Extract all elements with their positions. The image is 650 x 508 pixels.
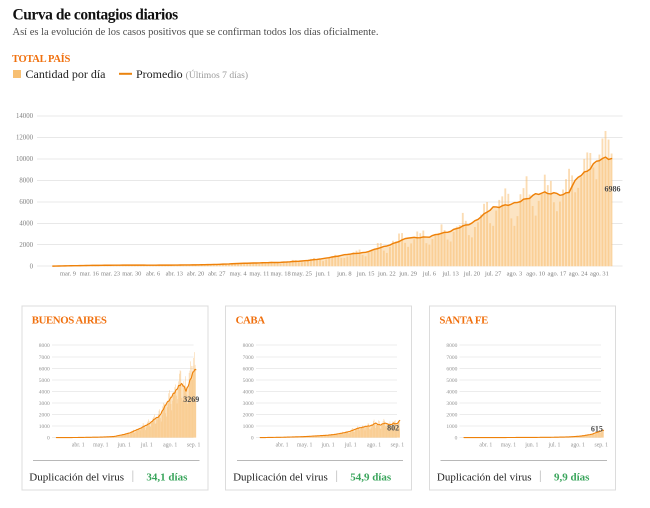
svg-text:jun. 1: jun. 1 [320,443,334,449]
svg-text:abr. 6: abr. 6 [146,270,160,277]
svg-text:sep. 1: sep. 1 [594,443,608,449]
svg-text:1000: 1000 [243,424,254,430]
svg-text:14000: 14000 [16,113,34,120]
svg-text:jun. 15: jun. 15 [356,270,375,277]
svg-text:mar. 23: mar. 23 [101,270,120,277]
svg-text:5000: 5000 [446,378,457,384]
svg-text:CABA: CABA [236,315,266,327]
svg-text:802: 802 [387,424,399,433]
svg-text:abr. 1: abr. 1 [479,443,492,449]
svg-text:2000: 2000 [19,242,33,249]
svg-text:4000: 4000 [19,220,33,227]
svg-text:1000: 1000 [39,424,50,430]
svg-text:Duplicación del virus: Duplicación del virus [437,472,532,484]
svg-text:3000: 3000 [39,401,50,407]
svg-text:sep. 1: sep. 1 [187,443,201,449]
svg-text:abr. 13: abr. 13 [166,270,183,277]
svg-text:jul. 1: jul. 1 [140,443,153,449]
svg-text:jul. 1: jul. 1 [344,443,357,449]
svg-text:12000: 12000 [16,135,34,142]
svg-text:BUENOS AIRES: BUENOS AIRES [32,315,107,327]
svg-text:4000: 4000 [39,389,50,395]
svg-text:abr. 27: abr. 27 [208,270,226,277]
svg-text:mar. 30: mar. 30 [122,270,141,277]
svg-text:34,1 días: 34,1 días [146,472,188,484]
svg-text:8000: 8000 [19,178,33,185]
svg-text:may. 1: may. 1 [297,443,313,449]
svg-text:0: 0 [30,263,34,270]
svg-text:abr. 20: abr. 20 [187,270,204,277]
svg-text:TOTAL PAÍS: TOTAL PAÍS [12,53,70,65]
svg-text:mar. 9: mar. 9 [60,270,76,277]
svg-text:7000: 7000 [39,355,50,361]
svg-text:615: 615 [591,425,603,434]
svg-text:ago. 1: ago. 1 [571,443,585,449]
svg-text:SANTA FE: SANTA FE [439,315,488,327]
svg-text:Así es la evolución de los cas: Así es la evolución de los casos positiv… [13,27,379,38]
svg-text:may. 1: may. 1 [501,443,517,449]
svg-text:8000: 8000 [39,343,50,349]
svg-text:ago. 1: ago. 1 [163,443,177,449]
svg-text:2000: 2000 [446,413,457,419]
svg-text:jun. 1: jun. 1 [117,443,131,449]
svg-text:jul. 27: jul. 27 [484,270,502,277]
svg-text:jun. 1: jun. 1 [524,443,538,449]
svg-text:4000: 4000 [446,389,457,395]
svg-text:abr. 1: abr. 1 [72,443,85,449]
svg-text:54,9 días: 54,9 días [350,472,392,484]
svg-text:mar. 16: mar. 16 [80,270,99,277]
svg-text:6000: 6000 [19,199,33,206]
svg-text:jun. 1: jun. 1 [315,270,331,277]
svg-text:6000: 6000 [446,366,457,372]
svg-text:6986: 6986 [605,185,621,194]
svg-text:3000: 3000 [243,401,254,407]
svg-text:2000: 2000 [39,413,50,419]
svg-text:5000: 5000 [243,378,254,384]
svg-text:ago. 17: ago. 17 [547,270,567,277]
svg-text:ago. 3: ago. 3 [507,270,523,277]
svg-text:7000: 7000 [243,355,254,361]
svg-text:may. 18: may. 18 [270,270,290,277]
svg-text:7000: 7000 [446,355,457,361]
svg-text:Cantidad por día: Cantidad por día [26,67,107,81]
svg-text:may. 11: may. 11 [249,270,269,277]
svg-text:0: 0 [455,436,458,442]
svg-text:6000: 6000 [39,366,50,372]
svg-text:sep. 1: sep. 1 [391,443,405,449]
svg-text:5000: 5000 [39,378,50,384]
svg-text:3269: 3269 [183,395,199,404]
svg-text:may. 25: may. 25 [292,270,312,277]
svg-text:4000: 4000 [243,389,254,395]
svg-text:jul. 20: jul. 20 [463,270,480,277]
svg-text:ago. 10: ago. 10 [526,270,545,277]
svg-text:Duplicación del virus: Duplicación del virus [29,472,124,484]
svg-text:Curva de contagios diarios: Curva de contagios diarios [13,7,179,24]
svg-text:6000: 6000 [243,366,254,372]
svg-text:2000: 2000 [243,413,254,419]
svg-text:may. 1: may. 1 [93,443,109,449]
svg-text:8000: 8000 [446,343,457,349]
svg-text:ago. 1: ago. 1 [367,443,381,449]
svg-text:jun. 8: jun. 8 [336,270,352,277]
svg-text:9,9 días: 9,9 días [554,472,590,484]
svg-text:jul. 6: jul. 6 [422,270,436,277]
svg-text:10000: 10000 [16,156,34,163]
svg-text:jun. 22: jun. 22 [377,270,396,277]
svg-text:abr. 1: abr. 1 [276,443,289,449]
svg-text:ago. 31: ago. 31 [590,270,609,277]
svg-text:1000: 1000 [446,424,457,430]
svg-text:3000: 3000 [446,401,457,407]
svg-text:jun. 29: jun. 29 [398,270,417,277]
svg-text:ago. 24: ago. 24 [569,270,589,277]
svg-text:8000: 8000 [243,343,254,349]
svg-text:Duplicación del virus: Duplicación del virus [233,472,328,484]
svg-text:jul. 1: jul. 1 [548,443,561,449]
svg-text:jul. 13: jul. 13 [441,270,458,277]
svg-text:0: 0 [251,436,254,442]
svg-text:may. 4: may. 4 [230,270,248,277]
svg-text:0: 0 [47,436,50,442]
svg-text:Promedio (Últimos 7 días): Promedio (Últimos 7 días) [136,67,248,81]
